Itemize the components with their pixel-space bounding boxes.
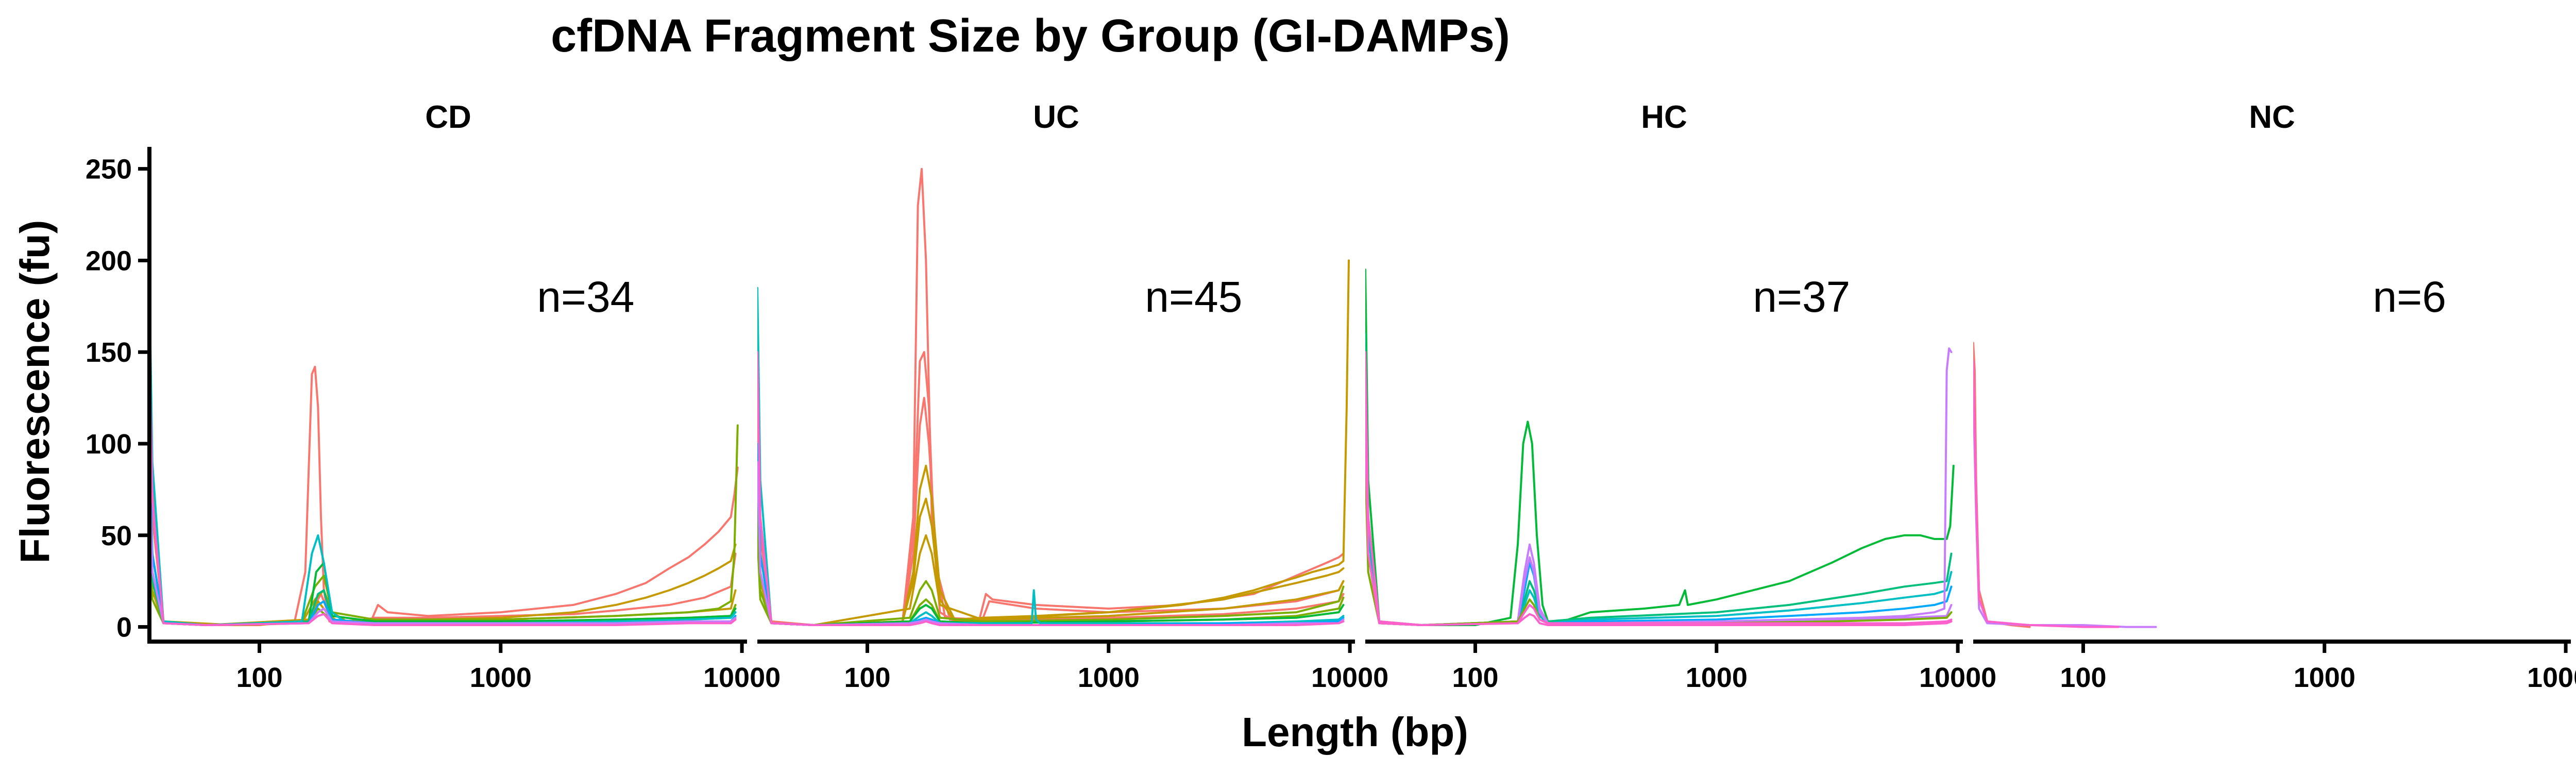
series-line-9 xyxy=(757,479,1345,626)
x-tick-label: 10000 xyxy=(1919,662,1996,693)
series-traces xyxy=(757,167,1350,626)
series-line-2 xyxy=(1973,388,2157,628)
series-line-5 xyxy=(1365,347,1953,626)
series-line-12 xyxy=(757,461,1345,626)
facet-label: HC xyxy=(1641,99,1687,135)
series-line-10 xyxy=(149,424,737,626)
series-line-3 xyxy=(1365,369,1953,626)
panel-nc: NC 100 1000 10000 n=6 xyxy=(1973,99,2576,693)
x-tick-label: 10000 xyxy=(2527,662,2576,693)
series-line-3 xyxy=(149,461,737,626)
x-tick-label: 1000 xyxy=(2294,662,2355,693)
series-line-6 xyxy=(149,534,737,626)
series-line-2 xyxy=(149,406,737,626)
x-tick-label: 100 xyxy=(236,662,282,693)
facet-label: CD xyxy=(425,99,471,135)
y-tick-label: 50 xyxy=(101,520,132,551)
x-tick-label: 100 xyxy=(2060,662,2106,693)
x-tick-label: 10000 xyxy=(1311,662,1388,693)
x-tick-label: 100 xyxy=(844,662,890,693)
facet-label: NC xyxy=(2249,99,2295,135)
series-line-4 xyxy=(757,259,1350,626)
facet-label: UC xyxy=(1033,99,1079,135)
series-line-13 xyxy=(757,351,1345,626)
panel-cd: CD 100 1000 10000 0 50 100 150 200 250 n=34 xyxy=(86,99,781,693)
y-axis-title: Fluorescence (fu) xyxy=(12,220,58,564)
sample-size-annotation: n=6 xyxy=(2373,273,2447,321)
y-tick-label: 150 xyxy=(86,337,132,368)
chart-title: cfDNA Fragment Size by Group (GI-DAMPs) xyxy=(551,10,1510,62)
series-line-5 xyxy=(757,479,1345,626)
sample-size-annotation: n=45 xyxy=(1145,273,1242,321)
series-line-4 xyxy=(1365,406,1953,626)
x-tick-label: 1000 xyxy=(1686,662,1748,693)
y-tick-label: 100 xyxy=(86,429,132,460)
x-tick-label: 100 xyxy=(1452,662,1498,693)
sample-size-annotation: n=34 xyxy=(537,273,634,321)
y-tick-label: 250 xyxy=(86,154,132,185)
series-line-1 xyxy=(149,351,739,626)
series-line-9 xyxy=(1365,424,1953,626)
series-line-2 xyxy=(1365,332,1953,626)
series-traces xyxy=(1365,268,1955,626)
series-line-3 xyxy=(757,397,1345,626)
x-tick-label: 1000 xyxy=(470,662,532,693)
series-line-1 xyxy=(1973,342,2031,628)
series-line-8 xyxy=(149,497,737,626)
x-tick-label: 1000 xyxy=(1078,662,1140,693)
y-tick-label: 0 xyxy=(116,612,132,643)
sample-size-annotation: n=37 xyxy=(1753,273,1850,321)
series-line-12 xyxy=(149,342,737,626)
series-line-9 xyxy=(149,281,737,626)
series-traces xyxy=(1973,342,2157,628)
series-line-10 xyxy=(757,287,1345,626)
series-traces xyxy=(149,281,739,626)
panel-uc: UC 100 1000 10000 n=45 xyxy=(757,99,1388,693)
series-line-4 xyxy=(149,516,737,626)
series-line-11 xyxy=(757,443,1345,626)
series-line-2 xyxy=(757,351,1345,626)
x-tick-label: 10000 xyxy=(703,662,781,693)
series-line-1 xyxy=(1365,268,1955,626)
facet-panels: CD 100 1000 10000 0 50 100 150 200 250 n=34 UC 100 10… xyxy=(86,99,2576,693)
series-line-11 xyxy=(149,461,737,626)
series-line-1 xyxy=(757,167,1345,626)
y-tick-label: 200 xyxy=(86,245,132,276)
series-line-8 xyxy=(1365,351,1953,626)
x-axis-title: Length (bp) xyxy=(1242,709,1468,755)
panel-hc: HC 100 1000 10000 n=37 xyxy=(1365,99,1996,693)
series-line-7 xyxy=(1365,461,1953,626)
series-line-5 xyxy=(149,424,739,626)
series-line-6 xyxy=(1365,443,1953,626)
series-line-3 xyxy=(1973,360,2120,628)
